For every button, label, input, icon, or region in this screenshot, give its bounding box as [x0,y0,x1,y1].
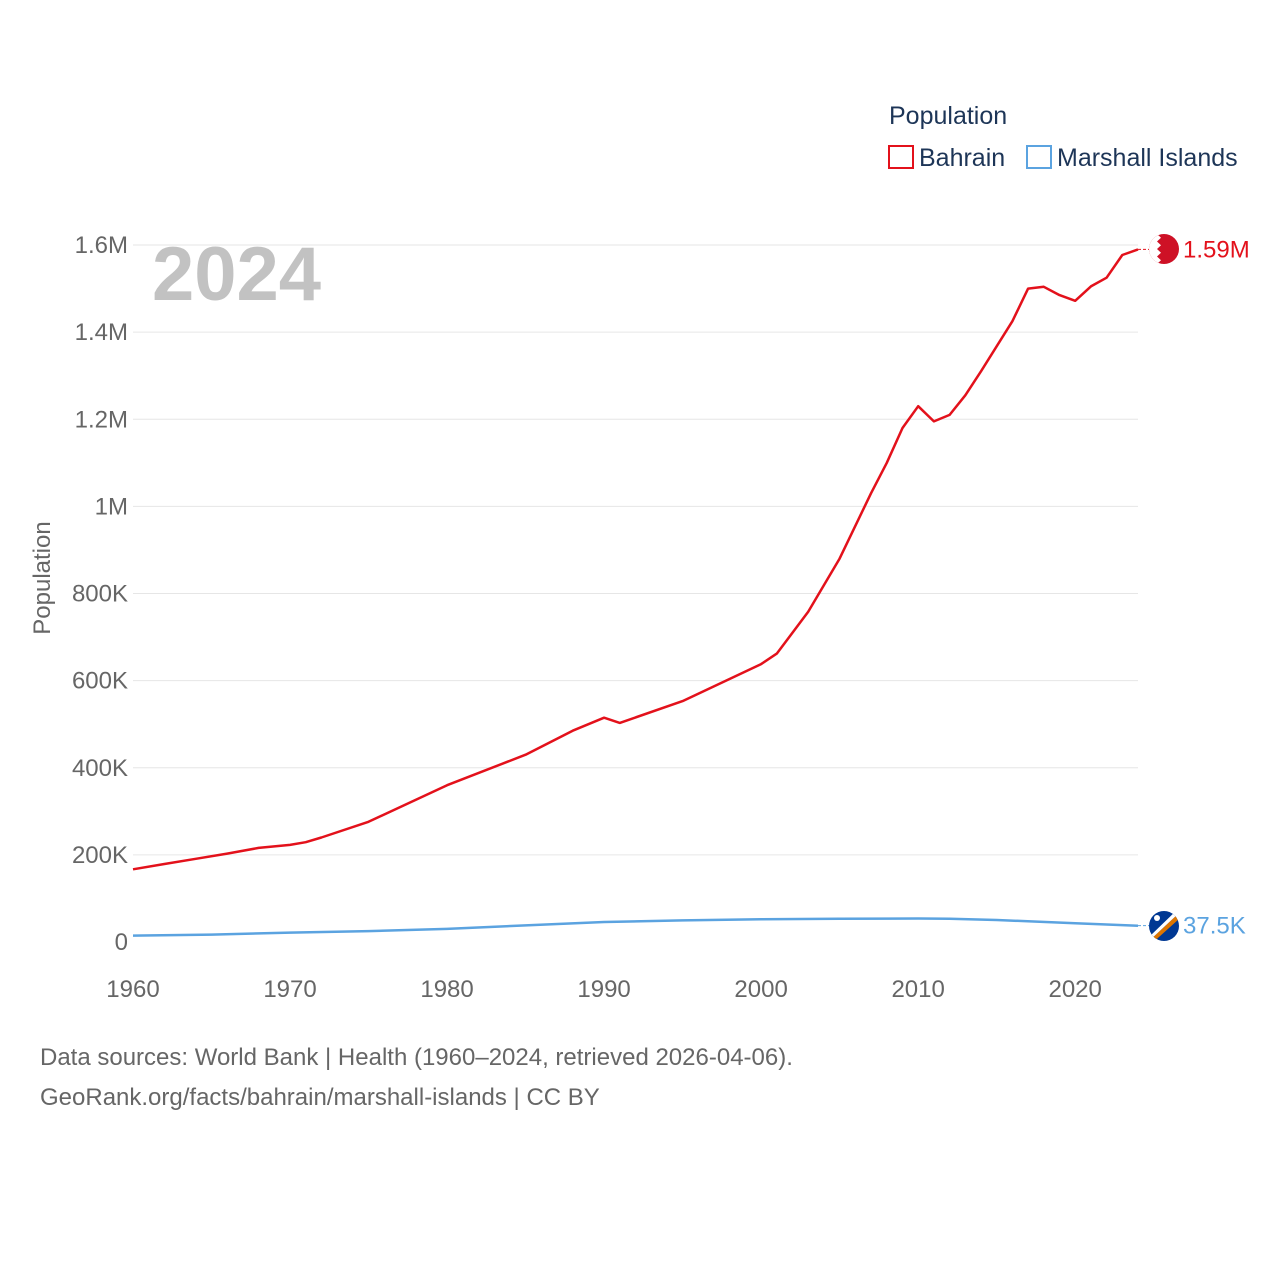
y-tick-label: 1.2M [75,406,128,433]
y-tick-label: 1M [95,493,128,520]
legend-label-bahrain: Bahrain [919,144,1005,172]
x-tick-label: 2000 [734,976,787,1003]
legend-item-marshall-islands[interactable]: Marshall Islands [1026,144,1238,172]
y-tick-label: 400K [72,755,128,782]
series-line-bahrain[interactable] [132,248,1139,871]
end-value-label: 1.59M [1183,236,1250,263]
y-tick-label: 800K [72,581,128,608]
population-line-chart: 0 200K 400K 600K 800K 1M 1.2M 1.4M 1.6M 1960 1970… [29,102,1250,1003]
legend-swatch-marshall-islands [1026,145,1052,169]
y-tick-label: 600K [72,668,128,695]
footer-url[interactable]: GeoRank.org/facts/bahrain/marshall-islan… [40,1084,600,1111]
series-lines [132,248,1139,937]
x-tick-label: 1970 [263,976,316,1003]
legend-label-marshall-islands: Marshall Islands [1057,144,1238,172]
legend[interactable]: Population Bahrain Marshall Islands [888,102,1238,172]
x-tick-label: 2020 [1048,976,1101,1003]
y-tick-label: 200K [72,842,128,869]
x-tick-label: 1980 [420,976,473,1003]
legend-swatch-bahrain [888,145,914,169]
x-tick-label: 1960 [106,976,159,1003]
legend-item-bahrain[interactable]: Bahrain [888,144,1005,172]
grid-lines [133,244,1138,856]
y-axis-label: Population [29,521,56,634]
bahrain-flag-icon [1149,234,1179,264]
end-value-label: 37.5K [1183,913,1246,940]
x-axis-ticks: 1960 1970 1980 1990 2000 2010 2020 [106,976,1102,1003]
y-tick-label: 0 [115,929,128,956]
footer-source: Data sources: World Bank | Health (1960–… [40,1044,793,1071]
year-label: 2024 [152,232,321,317]
x-tick-label: 1990 [577,976,630,1003]
y-tick-label: 1.6M [75,232,128,259]
end-labels: 1.59M 37.5K [1138,236,1250,940]
series-line-marshall-islands[interactable] [132,917,1139,937]
x-tick-label: 2010 [891,976,944,1003]
y-tick-label: 1.4M [75,319,128,346]
y-axis-ticks: 0 200K 400K 600K 800K 1M 1.2M 1.4M 1.6M [72,232,128,956]
marshall-islands-flag-icon [1149,911,1179,941]
legend-title: Population [889,102,1007,130]
